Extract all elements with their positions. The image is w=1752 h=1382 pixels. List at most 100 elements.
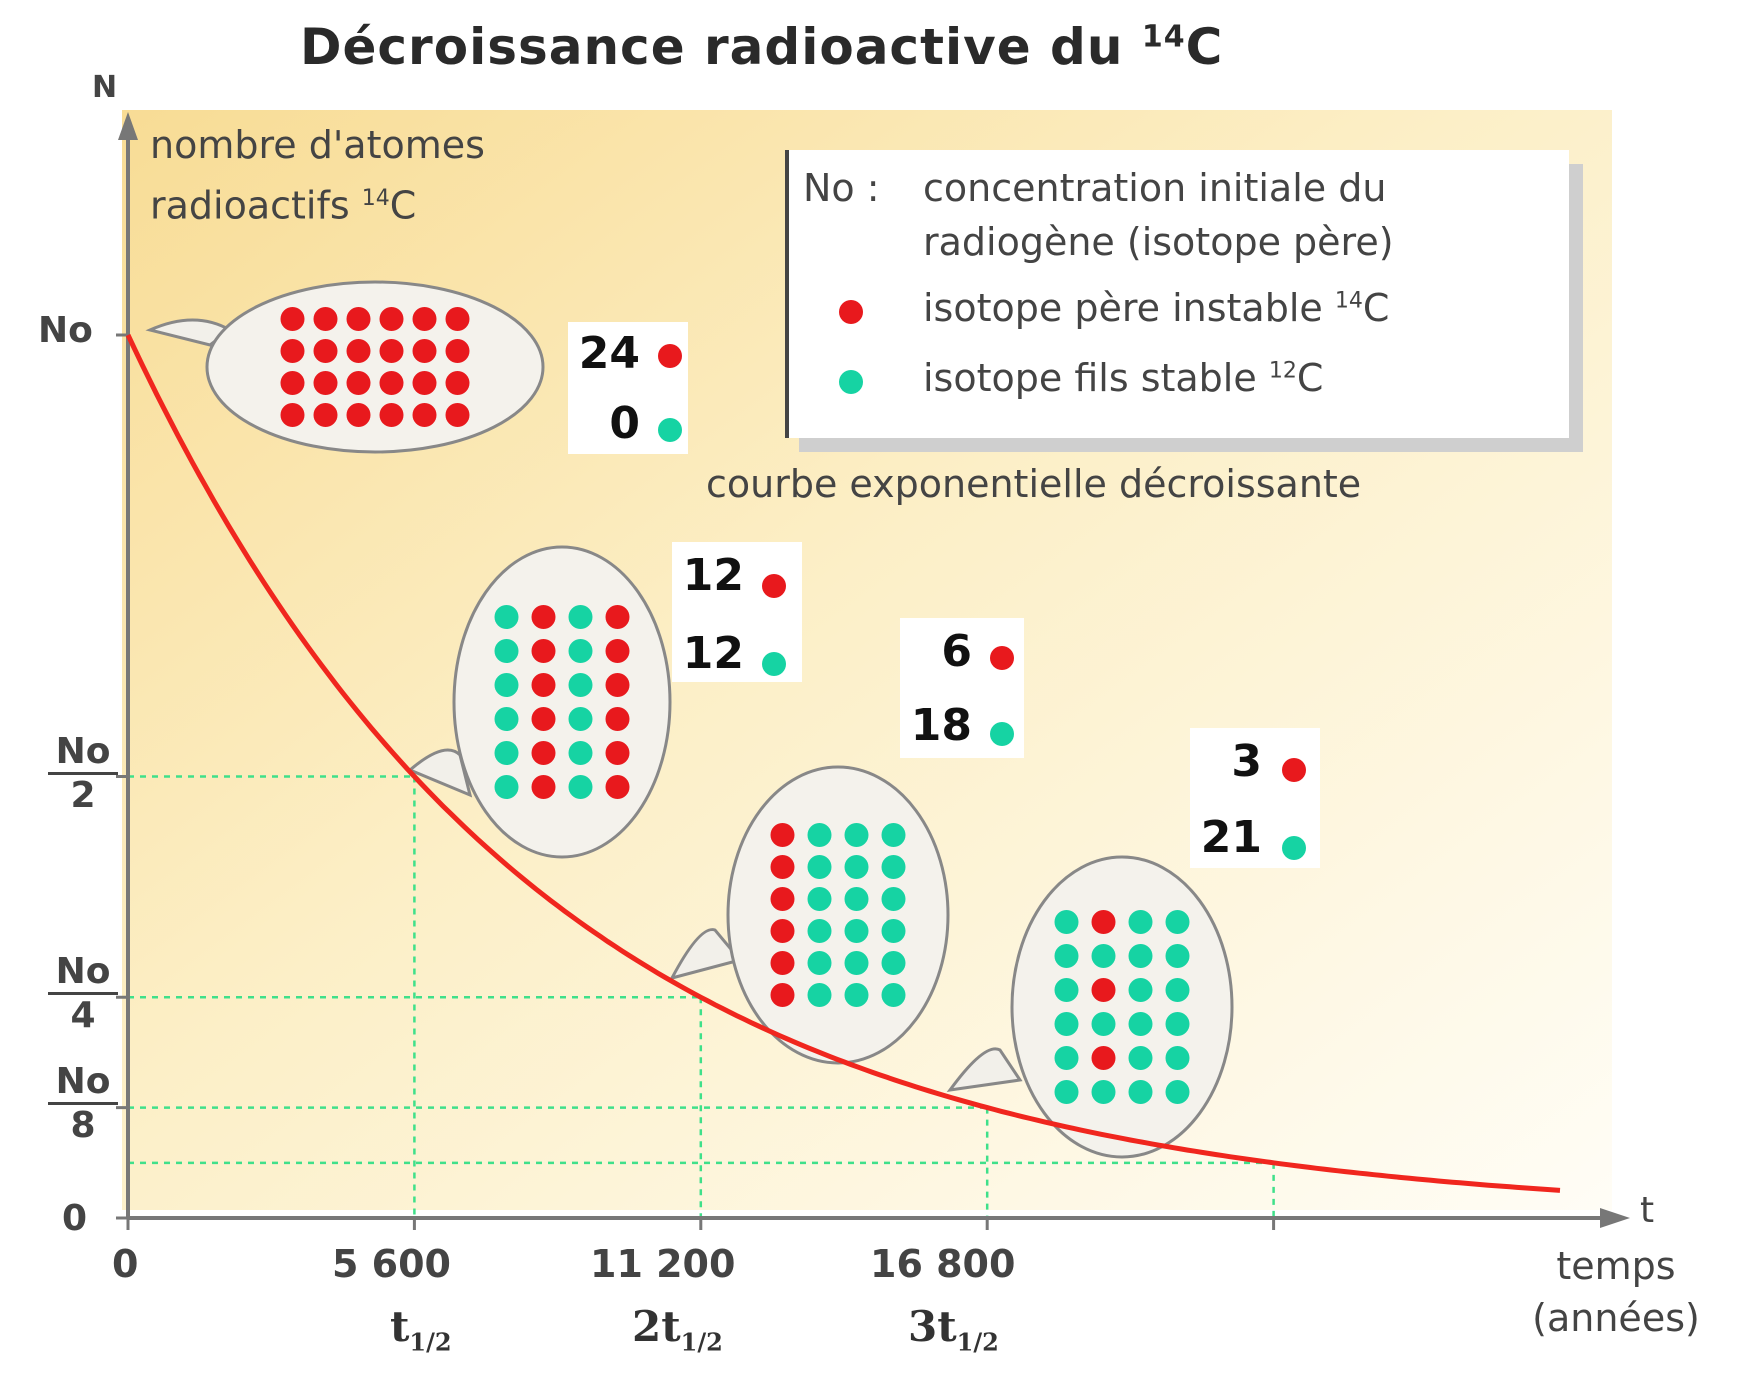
daughter-atom-2-3 [881, 823, 906, 847]
daughter-atom-3-21 [1091, 1080, 1116, 1104]
x-tick-11200: 11 200 [590, 1242, 736, 1286]
daughter-atom-2-2 [844, 823, 869, 847]
parent-atom-0-5 [445, 307, 470, 331]
parent-atom-2-0 [770, 823, 795, 847]
x-tick-5600: 5 600 [332, 1242, 451, 1286]
daughter-atom-2-13 [807, 919, 832, 943]
count-parent-1: 12 [682, 550, 744, 601]
parent-atom-1-3 [605, 605, 630, 629]
daughter-atom-3-3 [1165, 910, 1190, 934]
count-daughter-3: 21 [1200, 812, 1262, 863]
y-tick-no: No [38, 310, 93, 351]
daughter-atom-3-7 [1165, 944, 1190, 968]
count-parent-0: 24 [578, 328, 640, 379]
count-parent-2: 6 [941, 626, 972, 677]
y-axis-label: nombre d'atomes radioactifs 14C [150, 118, 485, 233]
daughter-atom-3-0 [1054, 910, 1079, 934]
parent-atom-1-17 [531, 741, 556, 765]
daughter-atom-1-12 [494, 707, 519, 731]
bubble-body-0 [205, 280, 545, 454]
daughter-atom-3-18 [1128, 1046, 1153, 1070]
y-tick-no-over-4: No 4 [48, 952, 118, 1037]
parent-atom-2-20 [770, 983, 795, 1007]
count-box-stage-2: 6 18 [900, 618, 1024, 758]
daughter-atom-2-1 [807, 823, 832, 847]
parent-atom-3-9 [1091, 978, 1116, 1002]
parent-atom-1-1 [531, 605, 556, 629]
legend-parent-dot [839, 300, 863, 324]
atom-bubble-0 [145, 280, 545, 454]
daughter-atom-3-10 [1128, 978, 1153, 1002]
parent-atom-0-14 [346, 371, 371, 395]
parent-atom-1-13 [531, 707, 556, 731]
daughter-atom-3-2 [1128, 910, 1153, 934]
daughter-atom-3-15 [1165, 1012, 1190, 1036]
count-box-stage-0: 24 0 [568, 322, 688, 454]
parent-atom-0-2 [346, 307, 371, 331]
daughter-atom-1-18 [568, 741, 593, 765]
half-life-label-2: 2t1/2 [632, 1302, 723, 1357]
half-life-guide-lines [128, 775, 1275, 1218]
parent-atom-0-10 [412, 339, 437, 363]
daughter-atom-3-5 [1091, 944, 1116, 968]
parent-atom-0-4 [412, 307, 437, 331]
count-daughter-2: 18 [910, 700, 972, 751]
parent-atom-0-1 [313, 307, 338, 331]
parent-atom-0-21 [379, 403, 404, 427]
y-axis-label-line2: radioactifs 14C [150, 183, 417, 228]
daughter-atom-3-16 [1054, 1046, 1079, 1070]
bubble-body-2 [726, 765, 950, 1065]
parent-atom-0-0 [280, 307, 305, 331]
legend-no-line1: concentration initiale du [923, 166, 1387, 210]
daughter-atom-1-20 [494, 775, 519, 799]
daughter-atom-2-21 [807, 983, 832, 1007]
daughter-atom-1-14 [568, 707, 593, 731]
count-parent-dot-0 [658, 344, 682, 368]
daughter-atom-1-10 [568, 673, 593, 697]
y-tick-no-over-2: No 2 [48, 732, 118, 817]
parent-atom-1-11 [605, 673, 630, 697]
x-axis-letter: t [1640, 1190, 1655, 1231]
daughter-atom-3-11 [1165, 978, 1190, 1002]
daughter-atom-1-4 [494, 639, 519, 663]
parent-atom-0-20 [346, 403, 371, 427]
daughter-atom-2-22 [844, 983, 869, 1007]
daughter-atom-3-22 [1128, 1080, 1153, 1104]
parent-atom-2-8 [770, 887, 795, 911]
parent-atom-0-22 [412, 403, 437, 427]
legend-daughter-dot [839, 370, 863, 394]
daughter-atom-1-22 [568, 775, 593, 799]
x-tick-0: 0 [112, 1242, 139, 1286]
count-parent-dot-2 [990, 646, 1014, 670]
daughter-atom-1-2 [568, 605, 593, 629]
parent-atom-0-7 [313, 339, 338, 363]
daughter-atom-1-16 [494, 741, 519, 765]
count-daughter-dot-1 [762, 652, 786, 676]
legend-daughter: isotope fils stable 12C [923, 356, 1324, 400]
y-axis-label-line1: nombre d'atomes [150, 123, 485, 167]
x-axis-label: temps (années) [1516, 1240, 1716, 1344]
decay-curve [125, 333, 1561, 1193]
curve-caption: courbe exponentielle décroissante [706, 462, 1362, 506]
parent-atom-3-1 [1091, 910, 1116, 934]
daughter-atom-2-19 [881, 951, 906, 975]
y-axis-arrow [118, 112, 138, 140]
bubble-tail-2 [669, 928, 743, 981]
daughter-atom-3-14 [1128, 1012, 1153, 1036]
parent-atom-0-9 [379, 339, 404, 363]
daughter-atom-2-17 [807, 951, 832, 975]
parent-atom-1-19 [605, 741, 630, 765]
daughter-atom-2-7 [881, 855, 906, 879]
daughter-atom-2-23 [881, 983, 906, 1007]
legend-parent: isotope père instable 14C [923, 286, 1390, 330]
parent-atom-2-4 [770, 855, 795, 879]
half-life-label-3: 3t1/2 [908, 1302, 999, 1357]
count-daughter-1: 12 [682, 628, 744, 679]
daughter-atom-2-10 [844, 887, 869, 911]
daughter-atom-3-4 [1054, 944, 1079, 968]
parent-atom-0-17 [445, 371, 470, 395]
count-parent-dot-3 [1282, 758, 1306, 782]
axis-ticks [116, 333, 1276, 1230]
parent-atom-2-16 [770, 951, 795, 975]
